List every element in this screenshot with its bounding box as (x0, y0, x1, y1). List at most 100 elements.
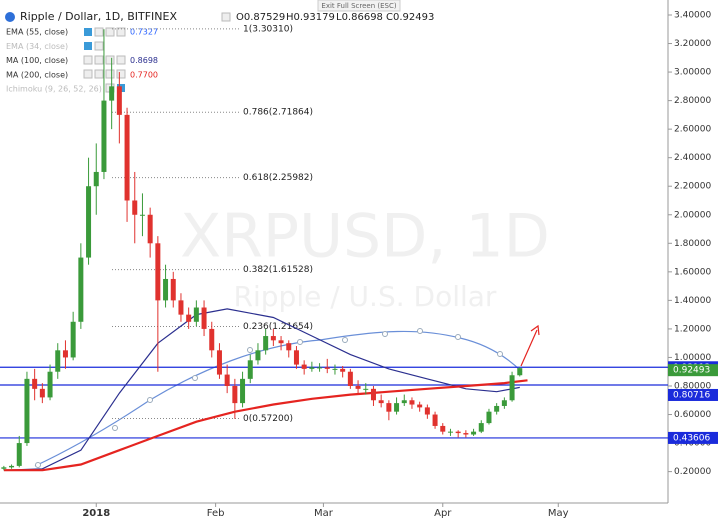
candle-body (78, 257, 84, 322)
legend-value: 0.8698 (130, 56, 158, 65)
y-tick-label: 1.20000 (674, 324, 711, 334)
candle-body (409, 400, 415, 405)
y-tick-label: 1.80000 (674, 239, 711, 249)
candle-body (178, 300, 184, 315)
watermark: XRPUSD, 1D (180, 202, 550, 272)
x-tick-label: Feb (207, 508, 225, 519)
candle-body (509, 375, 515, 401)
candle-body (286, 343, 292, 351)
legend-name: MA (100, close) (6, 56, 68, 65)
candle-body (209, 328, 215, 351)
candle-body (494, 405, 500, 412)
candle-body (193, 307, 199, 322)
candle-body (70, 321, 76, 358)
candle-body (340, 368, 346, 372)
candle-body (240, 378, 246, 404)
candle-body (263, 336, 269, 351)
candle-body (386, 403, 392, 412)
candle-body (394, 403, 400, 412)
candle-body (224, 374, 230, 386)
ohlc-value: O0.87529 (236, 12, 285, 23)
candle-body (147, 214, 153, 244)
legend-value: 0.7327 (130, 28, 158, 37)
candle-body (163, 278, 169, 301)
y-tick-label: 2.40000 (674, 153, 711, 163)
fib-label: 0.382(1.61528) (243, 265, 313, 275)
candle-body (332, 368, 338, 370)
last-price-label: 0.92493 (673, 366, 710, 376)
candle-body (170, 278, 176, 301)
level-label: 0.80716 (673, 390, 710, 400)
candle-body (32, 378, 38, 389)
candle-body (62, 350, 68, 358)
candle-body (1, 467, 7, 469)
fib-label: 0(0.57200) (243, 414, 293, 424)
candle-body (216, 350, 222, 375)
level-label: 0.43606 (673, 433, 710, 443)
candle-body (278, 340, 284, 344)
candle-body (232, 385, 238, 404)
legend-name: Ichimoku (9, 26, 52, 26) (6, 85, 102, 94)
chart-title: Ripple / Dollar, 1D, BITFINEX (20, 10, 177, 23)
candle-body (86, 186, 92, 258)
candle-body (517, 368, 523, 376)
ohlc-value: L0.86698 (336, 12, 383, 23)
y-tick-label: 0.20000 (674, 467, 711, 477)
candle-body (463, 433, 469, 435)
y-tick-label: 1.00000 (674, 353, 711, 363)
candle-body (186, 314, 192, 322)
candle-body (363, 388, 369, 390)
x-tick-label: 2018 (82, 508, 110, 519)
candle-body (378, 400, 384, 404)
candle-body (317, 367, 323, 369)
exit-fullscreen[interactable] (317, 0, 401, 12)
y-tick-label: 3.00000 (674, 68, 711, 78)
candle-body (432, 414, 438, 426)
ma-line (3, 379, 528, 472)
fib-label: 0.786(2.71864) (243, 108, 313, 118)
x-tick-label: Mar (314, 508, 334, 519)
candle-body (132, 200, 138, 215)
y-tick-label: 2.00000 (674, 210, 711, 220)
level-label-box (668, 388, 718, 401)
candle-body (101, 100, 107, 172)
y-tick-label: 0.60000 (674, 410, 711, 420)
x-tick-label: May (548, 508, 569, 519)
y-tick-label: 2.60000 (674, 125, 711, 135)
candle-body (201, 307, 207, 329)
candle-body (486, 411, 492, 424)
ma-line (3, 308, 520, 471)
candle-body (478, 423, 484, 432)
candle-body (424, 407, 430, 415)
candle-body (116, 86, 122, 115)
y-tick-label: 1.40000 (674, 296, 711, 306)
last-price-box (668, 364, 718, 377)
candle-body (471, 431, 477, 435)
legend-name: MA (200, close) (6, 70, 68, 79)
legend-name: EMA (55, close) (6, 28, 68, 37)
fib-label: 1(3.30310) (243, 24, 293, 34)
ohlc-value: C0.92493 (386, 12, 434, 23)
candle-body (139, 214, 145, 216)
candle-body (355, 385, 361, 389)
candle-body (24, 378, 30, 444)
candle-body (9, 465, 15, 468)
exit-fullscreen-label: Exit Full Screen (ESC) (321, 2, 396, 10)
legend-name: EMA (34, close) (6, 42, 68, 51)
candle-body (293, 350, 299, 365)
arrow (520, 324, 540, 367)
candle-body (47, 371, 53, 398)
candle-body (301, 364, 307, 369)
candle-body (447, 431, 453, 433)
candle-body (417, 404, 423, 408)
candle-body (255, 350, 261, 361)
candle-body (309, 367, 315, 369)
candle-body (501, 400, 507, 406)
candle-body (124, 114, 130, 201)
watermark-subtitle: Ripple / U.S. Dollar (234, 280, 497, 313)
y-tick-label: 0.80000 (674, 381, 711, 391)
candle-body (370, 388, 376, 401)
candle-body (16, 443, 22, 466)
arc-points (35, 328, 503, 468)
